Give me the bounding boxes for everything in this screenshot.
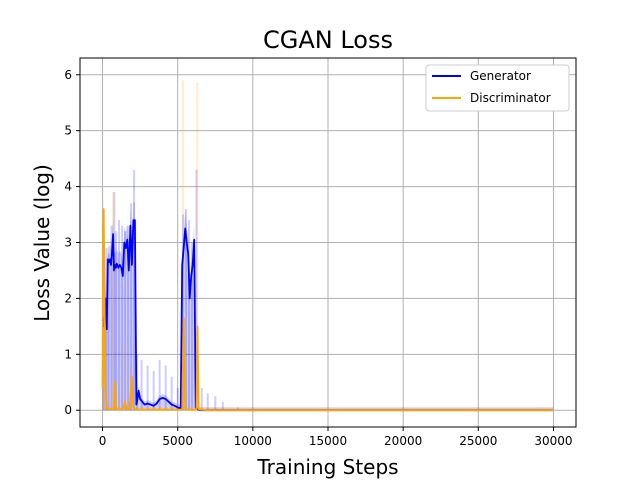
x-tick-label: 10000	[234, 434, 272, 448]
legend-label-generator: Generator	[470, 69, 531, 83]
legend-label-discriminator: Discriminator	[470, 91, 551, 105]
y-axis-ticks: 0 1 2 3 4 5 6	[64, 68, 80, 417]
x-tick-label: 20000	[384, 434, 422, 448]
x-tick-label: 25000	[459, 434, 497, 448]
y-tick-label: 0	[64, 403, 72, 417]
x-tick-label: 15000	[309, 434, 347, 448]
x-tick-label: 30000	[534, 434, 572, 448]
x-axis-ticks: 0 5000 10000 15000 20000 25000 30000	[99, 427, 573, 448]
y-tick-label: 6	[64, 68, 72, 82]
y-tick-label: 1	[64, 347, 72, 361]
x-axis-title: Training Steps	[256, 455, 398, 479]
chart-title: CGAN Loss	[263, 26, 393, 54]
y-axis-title: Loss Value (log)	[30, 164, 54, 322]
x-tick-label: 0	[99, 434, 107, 448]
chart-legend: Generator Discriminator	[425, 64, 570, 112]
y-tick-label: 3	[64, 236, 72, 250]
smoothed-loss-lines	[101, 208, 554, 412]
discriminator-loss-line	[101, 208, 554, 412]
generator-raw-envelope	[102, 202, 554, 411]
y-tick-label: 4	[64, 180, 72, 194]
legend-box	[425, 64, 570, 112]
y-tick-label: 2	[64, 291, 72, 305]
y-tick-label: 5	[64, 124, 72, 138]
x-tick-label: 5000	[162, 434, 193, 448]
